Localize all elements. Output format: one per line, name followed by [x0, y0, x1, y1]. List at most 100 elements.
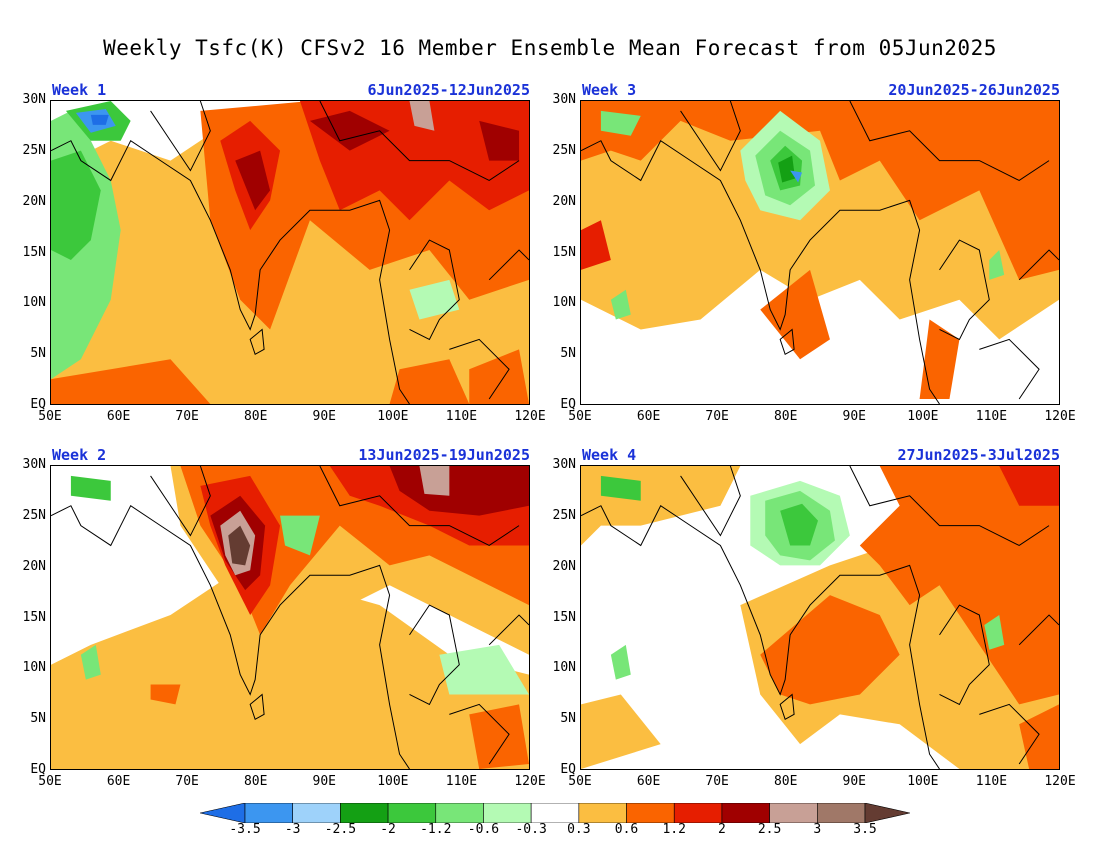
lon-tick-label: 50E [38, 774, 62, 789]
colorbar-tick-label: -0.3 [515, 822, 547, 837]
lon-tick-label: 60E [106, 409, 131, 424]
lat-tick-label: 15N [552, 609, 576, 625]
colorbar-swatch [483, 803, 532, 823]
colorbar-tick-label: -2.5 [324, 822, 357, 837]
lat-tick-label: 10N [552, 295, 576, 311]
lat-tick-label: 25N [552, 142, 576, 158]
lat-tick-label: 30N [22, 457, 46, 472]
lon-tick-label: 110E [975, 774, 1008, 789]
lon-tick-label: 90E [842, 774, 867, 789]
lon-tick-label: 90E [842, 409, 867, 424]
lon-tick-label: 100E [907, 409, 939, 424]
map-panel-week3: Week 3 20Jun2025-26Jun2025 [580, 81, 1060, 405]
panel-date-range: 6Jun2025-12Jun2025 [367, 81, 530, 99]
lon-tick-label: 70E [175, 409, 199, 424]
colorbar-swatch [200, 803, 246, 823]
colorbar-swatch [721, 803, 770, 823]
map-panel-week4: Week 4 27Jun2025-3Jul2025 [580, 446, 1060, 770]
colorbar-tick-label: 2.5 [757, 822, 782, 837]
lat-tick-label: 25N [22, 507, 46, 523]
colorbar-swatch [435, 803, 484, 823]
lon-tick-label: 120E [1044, 774, 1076, 789]
colorbar-tick-label: -3.5 [229, 822, 261, 837]
colorbar-tick-label: -3 [284, 822, 301, 837]
lon-tick-label: 120E [1044, 409, 1076, 424]
colorbar-swatch [626, 803, 675, 823]
colorbar-swatch [340, 803, 389, 823]
lat-tick-label: 20N [22, 558, 46, 574]
panel-date-range: 13Jun2025-19Jun2025 [358, 446, 530, 464]
lon-tick-label: 110E [975, 409, 1008, 424]
lat-tick-label: 20N [552, 193, 576, 209]
lat-tick-label: 30N [552, 457, 576, 472]
lon-tick-label: 120E [514, 774, 546, 789]
lon-tick-label: 70E [175, 774, 199, 789]
lat-tick-label: EQ [30, 397, 46, 412]
lat-tick-label: 5N [560, 711, 576, 727]
lat-tick-label: 25N [552, 507, 576, 523]
colorbar-tick-label: -2 [380, 822, 396, 837]
anomaly-map-week3 [580, 100, 1060, 405]
lon-tick-label: 80E [773, 774, 798, 789]
lat-tick-label: 20N [552, 558, 576, 574]
colorbar-tick-label: -1.2 [420, 822, 452, 837]
lat-tick-label: 30N [552, 92, 576, 107]
colorbar-swatch [864, 803, 910, 823]
lat-tick-label: 10N [552, 660, 576, 676]
colorbar-swatch [387, 803, 437, 823]
map-panel-week1: Week 1 6Jun2025-12Jun2025 [50, 81, 530, 405]
lat-tick-label: 15N [552, 244, 576, 260]
lat-tick-label: EQ [560, 397, 576, 412]
lon-tick-label: 50E [38, 409, 62, 424]
panel-date-range: 20Jun2025-26Jun2025 [888, 81, 1060, 99]
lon-tick-label: 110E [445, 409, 478, 424]
lon-tick-label: 80E [243, 409, 268, 424]
colorbar-tick-label: 1.2 [662, 822, 686, 837]
lon-tick-label: 70E [705, 774, 729, 789]
lon-tick-label: 50E [568, 774, 592, 789]
colorbar [200, 803, 910, 823]
lat-tick-label: EQ [30, 762, 46, 777]
lat-tick-label: 10N [22, 295, 46, 311]
colorbar-swatch [292, 803, 341, 823]
lon-tick-label: 60E [636, 409, 661, 424]
colorbar-tick-label: 3 [813, 822, 822, 837]
panel-week-label: Week 4 [582, 446, 637, 464]
lat-tick-label: 15N [22, 609, 46, 625]
lat-tick-label: 15N [22, 244, 46, 260]
panel-week-label: Week 3 [582, 81, 637, 99]
lat-tick-label: 20N [22, 193, 46, 209]
lat-tick-label: 5N [30, 711, 46, 727]
lon-tick-label: 60E [636, 774, 661, 789]
colorbar-tick-label: 2 [718, 822, 726, 837]
lon-tick-label: 100E [377, 774, 409, 789]
anomaly-map-week1 [50, 100, 530, 405]
colorbar-swatch [578, 803, 627, 823]
colorbar-tick-label: 3.5 [853, 822, 877, 837]
lon-tick-label: 60E [106, 774, 131, 789]
colorbar-tick-label: 0.3 [567, 822, 591, 837]
panel-date-range: 27Jun2025-3Jul2025 [897, 446, 1060, 464]
lon-tick-label: 110E [445, 774, 478, 789]
anomaly-map-week2 [50, 465, 530, 770]
lon-tick-label: 100E [377, 409, 409, 424]
colorbar-swatch [244, 803, 293, 823]
lat-tick-label: 10N [22, 660, 46, 676]
colorbar-tick-label: 0.6 [614, 822, 639, 837]
map-panel-week2: Week 2 13Jun2025-19Jun2025 [50, 446, 530, 770]
lat-tick-label: 5N [30, 346, 46, 362]
lat-tick-label: EQ [560, 762, 576, 777]
lat-tick-label: 30N [22, 92, 46, 107]
lon-tick-label: 120E [514, 409, 546, 424]
panel-week-label: Week 2 [52, 446, 107, 464]
lon-tick-label: 90E [312, 774, 337, 789]
lon-tick-label: 80E [773, 409, 798, 424]
lon-tick-label: 90E [312, 409, 337, 424]
lat-tick-label: 25N [22, 142, 46, 158]
lon-tick-label: 50E [568, 409, 592, 424]
lon-tick-label: 70E [705, 409, 729, 424]
colorbar-swatch [817, 803, 866, 823]
colorbar-swatch [673, 803, 723, 823]
colorbar-swatch [769, 803, 818, 823]
panel-week-label: Week 1 [52, 81, 107, 99]
